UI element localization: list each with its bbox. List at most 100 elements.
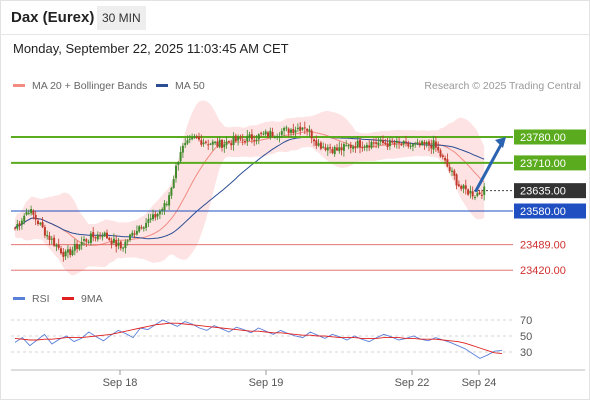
candle-body <box>34 214 37 220</box>
candle-body <box>80 242 83 246</box>
candle-body <box>103 232 106 237</box>
candle-body <box>248 134 251 137</box>
candle-body <box>352 146 355 149</box>
candle-body <box>444 157 447 161</box>
candle-body <box>382 140 384 144</box>
interval-selector[interactable]: 30 MIN <box>97 6 146 30</box>
candle-body <box>342 144 345 151</box>
candle-body <box>227 141 230 143</box>
candle-body <box>154 214 157 218</box>
candle-body <box>152 214 154 220</box>
candle-body <box>239 137 242 139</box>
candle-body <box>356 140 359 148</box>
candle-body <box>262 133 265 135</box>
level-label-23580.00: 23580.00 <box>520 206 566 218</box>
level-label-23780.00: 23780.00 <box>520 132 566 144</box>
candle-body <box>241 139 244 141</box>
x-tick-Sep-24: Sep 24 <box>462 377 497 389</box>
candle-body <box>375 142 378 144</box>
candle-body <box>303 127 306 129</box>
candle-body <box>207 144 210 146</box>
candle-body <box>434 141 437 148</box>
candle-body <box>64 251 67 257</box>
candle-body <box>85 239 88 242</box>
candle-body <box>48 235 51 240</box>
candle-body <box>39 222 42 225</box>
candle-body <box>457 184 460 187</box>
level-box-23580.00 <box>514 203 586 219</box>
candle-body <box>94 237 97 239</box>
candle-body <box>476 193 479 196</box>
candle-body <box>50 238 53 240</box>
candle-body <box>202 142 205 145</box>
candle-body <box>223 144 226 148</box>
candle-body <box>165 204 168 206</box>
candle-body <box>391 141 394 143</box>
source-credit: Research © 2025 Trading Central <box>424 80 581 92</box>
candle-body <box>30 209 33 214</box>
candle-body <box>76 243 79 249</box>
candle-body <box>393 142 396 145</box>
candles-layer <box>14 121 506 262</box>
candle-body <box>474 197 476 199</box>
candle-body <box>193 136 196 138</box>
candle-body <box>301 127 304 130</box>
candle-body <box>135 231 138 235</box>
candle-body <box>14 227 16 229</box>
candle-body <box>276 136 279 138</box>
level-labels-layer: 23780.00 23710.00 23635.00 23580.00 23489.00… <box>514 129 586 277</box>
legend-ma50: MA 50 <box>156 80 205 92</box>
header-divider <box>0 34 590 35</box>
candle-body <box>430 145 433 149</box>
candle-body <box>133 233 136 235</box>
candle-body <box>18 223 21 225</box>
candle-body <box>99 235 102 237</box>
candle-body <box>480 194 483 196</box>
candle-body <box>285 127 288 129</box>
candle-body <box>87 241 90 243</box>
rsi-tick-30: 30 <box>520 347 532 359</box>
candle-body <box>347 145 350 147</box>
candle-body <box>218 139 221 148</box>
candle-body <box>129 234 131 240</box>
candle-body <box>324 147 327 150</box>
candle-body <box>115 240 118 247</box>
candle-body <box>83 239 85 241</box>
candle-body <box>211 141 214 145</box>
candle-body <box>421 141 424 146</box>
candle-body <box>122 247 125 249</box>
candle-body <box>131 232 134 236</box>
candle-body <box>264 131 267 135</box>
candle-body <box>405 141 407 143</box>
level-label-23489.00: 23489.00 <box>520 240 566 252</box>
candle-body <box>92 232 95 238</box>
candle-body <box>96 234 99 240</box>
candle-body <box>110 240 113 245</box>
candle-body <box>221 139 223 148</box>
candle-body <box>124 241 127 248</box>
levels-layer <box>11 136 513 271</box>
candle-body <box>232 136 235 146</box>
candle-body <box>446 159 449 167</box>
candle-body <box>60 248 62 254</box>
candle-body <box>407 143 410 147</box>
candle-body <box>333 146 336 155</box>
candle-body <box>269 130 272 138</box>
candle-body <box>338 147 341 152</box>
candle-body <box>177 162 180 165</box>
x-tick-Sep-22: Sep 22 <box>395 377 430 389</box>
level-box-23780.00 <box>514 129 586 145</box>
candle-body <box>260 132 263 134</box>
candle-body <box>89 233 92 244</box>
candle-body <box>349 144 352 148</box>
candle-body <box>441 155 444 157</box>
candle-body <box>471 191 474 197</box>
candle-body <box>478 192 481 195</box>
candle-body <box>455 174 458 186</box>
rsi-label: RSI <box>32 293 50 305</box>
candle-body <box>73 243 76 251</box>
candle-body <box>106 232 108 239</box>
candle-body <box>43 227 46 236</box>
candle-body <box>365 144 368 148</box>
